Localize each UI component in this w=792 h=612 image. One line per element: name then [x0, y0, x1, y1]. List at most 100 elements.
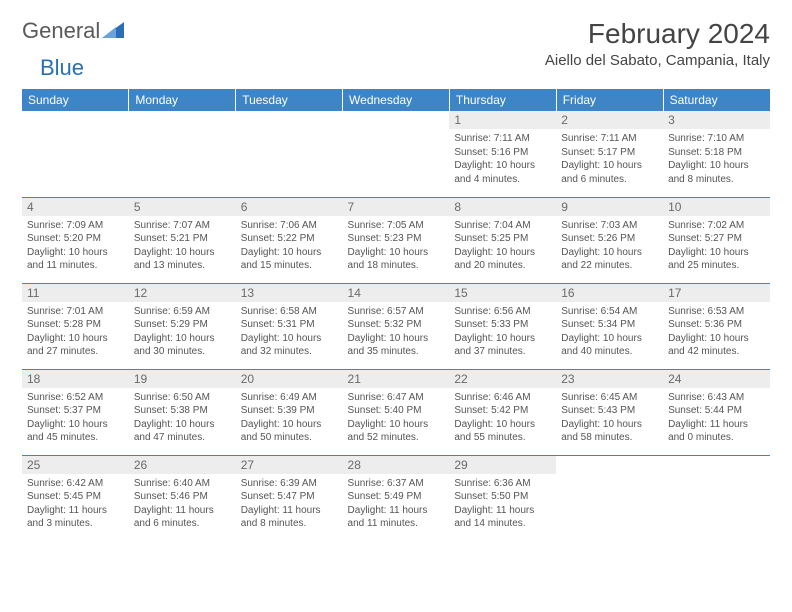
- day-details: Sunrise: 7:07 AMSunset: 5:21 PMDaylight:…: [129, 216, 236, 277]
- calendar-day-cell: 26Sunrise: 6:40 AMSunset: 5:46 PMDayligh…: [129, 455, 236, 541]
- sunrise-text: Sunrise: 7:11 AM: [454, 132, 551, 146]
- sunset-text: Sunset: 5:18 PM: [668, 146, 765, 160]
- weekday-header: Sunday: [22, 89, 129, 111]
- day-details: Sunrise: 6:53 AMSunset: 5:36 PMDaylight:…: [663, 302, 770, 363]
- day-details: Sunrise: 6:57 AMSunset: 5:32 PMDaylight:…: [343, 302, 450, 363]
- day-number: 4: [22, 198, 129, 216]
- calendar-day-cell: 21Sunrise: 6:47 AMSunset: 5:40 PMDayligh…: [343, 369, 450, 455]
- sunset-text: Sunset: 5:32 PM: [348, 318, 445, 332]
- day-number: 8: [449, 198, 556, 216]
- sunset-text: Sunset: 5:47 PM: [241, 490, 338, 504]
- sunset-text: Sunset: 5:27 PM: [668, 232, 765, 246]
- sunset-text: Sunset: 5:34 PM: [561, 318, 658, 332]
- daylight-text: Daylight: 11 hours and 14 minutes.: [454, 504, 551, 531]
- sunrise-text: Sunrise: 6:56 AM: [454, 305, 551, 319]
- day-number: 17: [663, 284, 770, 302]
- sunrise-text: Sunrise: 7:11 AM: [561, 132, 658, 146]
- sunset-text: Sunset: 5:26 PM: [561, 232, 658, 246]
- calendar-day-cell: 5Sunrise: 7:07 AMSunset: 5:21 PMDaylight…: [129, 197, 236, 283]
- day-number: 5: [129, 198, 236, 216]
- title-block: February 2024 Aiello del Sabato, Campani…: [545, 18, 770, 69]
- day-details: Sunrise: 6:49 AMSunset: 5:39 PMDaylight:…: [236, 388, 343, 449]
- sunrise-text: Sunrise: 6:40 AM: [134, 477, 231, 491]
- day-number: 19: [129, 370, 236, 388]
- day-number: 16: [556, 284, 663, 302]
- calendar-day-cell: 18Sunrise: 6:52 AMSunset: 5:37 PMDayligh…: [22, 369, 129, 455]
- month-title: February 2024: [545, 18, 770, 50]
- daylight-text: Daylight: 10 hours and 50 minutes.: [241, 418, 338, 445]
- calendar-day-cell: ..: [343, 111, 450, 197]
- sunset-text: Sunset: 5:20 PM: [27, 232, 124, 246]
- calendar-day-cell: 1Sunrise: 7:11 AMSunset: 5:16 PMDaylight…: [449, 111, 556, 197]
- sunset-text: Sunset: 5:50 PM: [454, 490, 551, 504]
- sunset-text: Sunset: 5:38 PM: [134, 404, 231, 418]
- sunrise-text: Sunrise: 7:09 AM: [27, 219, 124, 233]
- daylight-text: Daylight: 10 hours and 35 minutes.: [348, 332, 445, 359]
- sunrise-text: Sunrise: 6:50 AM: [134, 391, 231, 405]
- calendar-day-cell: 3Sunrise: 7:10 AMSunset: 5:18 PMDaylight…: [663, 111, 770, 197]
- calendar-day-cell: 17Sunrise: 6:53 AMSunset: 5:36 PMDayligh…: [663, 283, 770, 369]
- day-number: 12: [129, 284, 236, 302]
- day-number: 14: [343, 284, 450, 302]
- calendar-day-cell: 12Sunrise: 6:59 AMSunset: 5:29 PMDayligh…: [129, 283, 236, 369]
- logo-text-1: General: [22, 18, 100, 44]
- sunset-text: Sunset: 5:22 PM: [241, 232, 338, 246]
- daylight-text: Daylight: 10 hours and 6 minutes.: [561, 159, 658, 186]
- day-details: Sunrise: 7:05 AMSunset: 5:23 PMDaylight:…: [343, 216, 450, 277]
- location: Aiello del Sabato, Campania, Italy: [545, 52, 770, 69]
- calendar-day-cell: 7Sunrise: 7:05 AMSunset: 5:23 PMDaylight…: [343, 197, 450, 283]
- daylight-text: Daylight: 10 hours and 15 minutes.: [241, 246, 338, 273]
- sunrise-text: Sunrise: 6:36 AM: [454, 477, 551, 491]
- weekday-header: Friday: [556, 89, 663, 111]
- calendar-day-cell: 10Sunrise: 7:02 AMSunset: 5:27 PMDayligh…: [663, 197, 770, 283]
- calendar-day-cell: ..: [556, 455, 663, 541]
- sunset-text: Sunset: 5:21 PM: [134, 232, 231, 246]
- sunrise-text: Sunrise: 6:54 AM: [561, 305, 658, 319]
- calendar-day-cell: ..: [663, 455, 770, 541]
- day-number: 23: [556, 370, 663, 388]
- daylight-text: Daylight: 10 hours and 4 minutes.: [454, 159, 551, 186]
- calendar-day-cell: 6Sunrise: 7:06 AMSunset: 5:22 PMDaylight…: [236, 197, 343, 283]
- sunset-text: Sunset: 5:45 PM: [27, 490, 124, 504]
- day-details: Sunrise: 7:02 AMSunset: 5:27 PMDaylight:…: [663, 216, 770, 277]
- calendar-week-row: 4Sunrise: 7:09 AMSunset: 5:20 PMDaylight…: [22, 197, 770, 283]
- calendar-week-row: 11Sunrise: 7:01 AMSunset: 5:28 PMDayligh…: [22, 283, 770, 369]
- calendar-day-cell: 13Sunrise: 6:58 AMSunset: 5:31 PMDayligh…: [236, 283, 343, 369]
- day-details: Sunrise: 7:03 AMSunset: 5:26 PMDaylight:…: [556, 216, 663, 277]
- daylight-text: Daylight: 10 hours and 18 minutes.: [348, 246, 445, 273]
- daylight-text: Daylight: 10 hours and 47 minutes.: [134, 418, 231, 445]
- weekday-header: Saturday: [663, 89, 770, 111]
- sunset-text: Sunset: 5:49 PM: [348, 490, 445, 504]
- sunrise-text: Sunrise: 6:37 AM: [348, 477, 445, 491]
- daylight-text: Daylight: 10 hours and 52 minutes.: [348, 418, 445, 445]
- sunset-text: Sunset: 5:31 PM: [241, 318, 338, 332]
- sunrise-text: Sunrise: 6:42 AM: [27, 477, 124, 491]
- sunset-text: Sunset: 5:29 PM: [134, 318, 231, 332]
- day-details: Sunrise: 6:36 AMSunset: 5:50 PMDaylight:…: [449, 474, 556, 535]
- daylight-text: Daylight: 10 hours and 11 minutes.: [27, 246, 124, 273]
- calendar-day-cell: 20Sunrise: 6:49 AMSunset: 5:39 PMDayligh…: [236, 369, 343, 455]
- daylight-text: Daylight: 10 hours and 40 minutes.: [561, 332, 658, 359]
- day-number: 27: [236, 456, 343, 474]
- sunrise-text: Sunrise: 6:43 AM: [668, 391, 765, 405]
- daylight-text: Daylight: 10 hours and 20 minutes.: [454, 246, 551, 273]
- daylight-text: Daylight: 10 hours and 45 minutes.: [27, 418, 124, 445]
- day-number: 22: [449, 370, 556, 388]
- sunset-text: Sunset: 5:28 PM: [27, 318, 124, 332]
- calendar-day-cell: 23Sunrise: 6:45 AMSunset: 5:43 PMDayligh…: [556, 369, 663, 455]
- calendar-day-cell: 8Sunrise: 7:04 AMSunset: 5:25 PMDaylight…: [449, 197, 556, 283]
- calendar-day-cell: ..: [129, 111, 236, 197]
- sunrise-text: Sunrise: 7:02 AM: [668, 219, 765, 233]
- day-number: 10: [663, 198, 770, 216]
- weekday-header: Tuesday: [236, 89, 343, 111]
- daylight-text: Daylight: 10 hours and 8 minutes.: [668, 159, 765, 186]
- logo: General: [22, 18, 126, 44]
- day-details: Sunrise: 6:39 AMSunset: 5:47 PMDaylight:…: [236, 474, 343, 535]
- day-details: Sunrise: 6:59 AMSunset: 5:29 PMDaylight:…: [129, 302, 236, 363]
- calendar-day-cell: ..: [236, 111, 343, 197]
- calendar-day-cell: 2Sunrise: 7:11 AMSunset: 5:17 PMDaylight…: [556, 111, 663, 197]
- calendar-day-cell: 15Sunrise: 6:56 AMSunset: 5:33 PMDayligh…: [449, 283, 556, 369]
- calendar-day-cell: 24Sunrise: 6:43 AMSunset: 5:44 PMDayligh…: [663, 369, 770, 455]
- sunrise-text: Sunrise: 6:59 AM: [134, 305, 231, 319]
- sunrise-text: Sunrise: 6:58 AM: [241, 305, 338, 319]
